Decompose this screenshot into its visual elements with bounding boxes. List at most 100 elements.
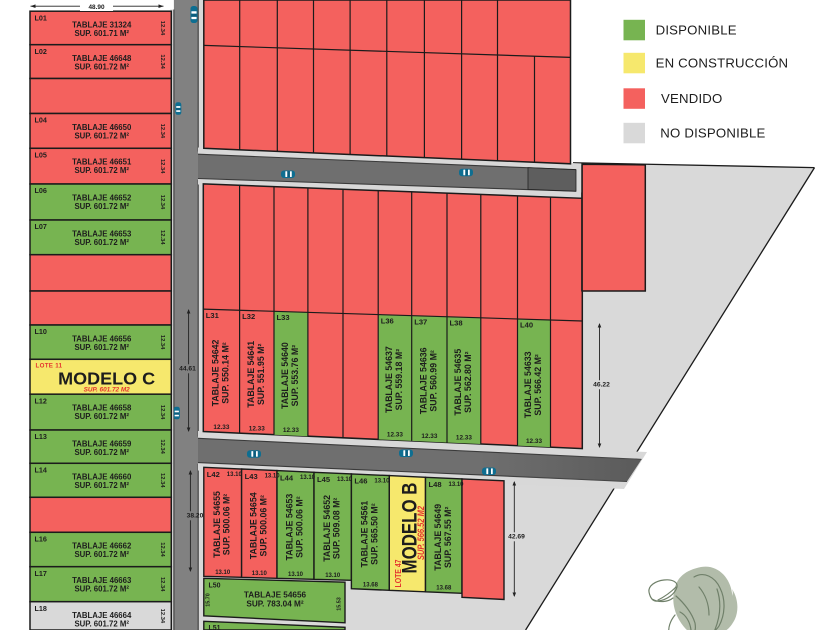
svg-text:SUP. 550.14 M²: SUP. 550.14 M² bbox=[220, 342, 230, 404]
svg-text:TABLAJE 46664: TABLAJE 46664 bbox=[72, 611, 132, 620]
svg-text:TABLAJE 54649: TABLAJE 54649 bbox=[433, 504, 443, 571]
svg-text:12.33: 12.33 bbox=[526, 438, 542, 445]
svg-text:13.10: 13.10 bbox=[337, 477, 353, 483]
svg-text:44.61: 44.61 bbox=[179, 366, 196, 373]
svg-text:TABLAJE 46659: TABLAJE 46659 bbox=[72, 439, 132, 448]
svg-text:L13: L13 bbox=[35, 432, 47, 441]
svg-text:SUP. 601.72 M²: SUP. 601.72 M² bbox=[74, 343, 129, 352]
svg-text:TABLAJE 46650: TABLAJE 46650 bbox=[72, 123, 132, 132]
svg-text:LOTE 47: LOTE 47 bbox=[393, 559, 403, 587]
svg-text:SUP. 601.72 M²: SUP. 601.72 M² bbox=[74, 131, 129, 140]
svg-text:TABLAJE 46652: TABLAJE 46652 bbox=[72, 193, 132, 202]
svg-text:12.33: 12.33 bbox=[456, 435, 472, 442]
svg-text:L07: L07 bbox=[35, 222, 47, 231]
svg-text:13.10: 13.10 bbox=[252, 571, 268, 577]
svg-text:TABLAJE 54641: TABLAJE 54641 bbox=[246, 341, 256, 408]
svg-text:SUP. 783.04 M²: SUP. 783.04 M² bbox=[246, 599, 303, 608]
svg-text:13.10: 13.10 bbox=[300, 475, 316, 481]
svg-text:13.10: 13.10 bbox=[374, 479, 390, 485]
svg-text:MODELO C: MODELO C bbox=[58, 369, 155, 389]
svg-text:SUP. 566.42 M²: SUP. 566.42 M² bbox=[533, 354, 543, 416]
svg-text:VENDIDO: VENDIDO bbox=[661, 91, 722, 106]
svg-text:12.34: 12.34 bbox=[159, 439, 165, 454]
svg-text:12.33: 12.33 bbox=[421, 433, 437, 440]
svg-text:L46: L46 bbox=[354, 477, 367, 486]
svg-text:TABLAJE 54652: TABLAJE 54652 bbox=[322, 495, 332, 562]
svg-text:L31: L31 bbox=[206, 311, 220, 320]
svg-text:TABLAJE 46656: TABLAJE 46656 bbox=[72, 334, 132, 343]
svg-text:13.10: 13.10 bbox=[265, 474, 281, 480]
svg-text:L40: L40 bbox=[520, 321, 533, 330]
svg-text:L44: L44 bbox=[280, 473, 294, 482]
svg-text:L43: L43 bbox=[245, 472, 258, 481]
svg-text:SUP. 500.06 M²: SUP. 500.06 M² bbox=[222, 494, 232, 556]
svg-text:TABLAJE 31324: TABLAJE 31324 bbox=[72, 21, 132, 30]
svg-text:12.33: 12.33 bbox=[213, 424, 229, 431]
svg-text:MODELO B: MODELO B bbox=[399, 483, 422, 574]
svg-text:TABLAJE 54656: TABLAJE 54656 bbox=[244, 591, 307, 600]
svg-text:TABLAJE 54636: TABLAJE 54636 bbox=[419, 347, 429, 414]
svg-text:12.34: 12.34 bbox=[159, 335, 165, 350]
svg-text:TABLAJE 54654: TABLAJE 54654 bbox=[249, 492, 259, 559]
svg-text:SUP. 601.72 M²: SUP. 601.72 M² bbox=[74, 166, 129, 175]
svg-text:SUP. 567.55 M²: SUP. 567.55 M² bbox=[443, 507, 453, 569]
svg-text:TABLAJE 54561: TABLAJE 54561 bbox=[360, 501, 370, 568]
svg-text:SUP. 601.72 M²: SUP. 601.72 M² bbox=[74, 550, 129, 559]
svg-text:12.34: 12.34 bbox=[159, 609, 165, 624]
svg-text:13.68: 13.68 bbox=[363, 583, 379, 589]
svg-text:SUP. 601.72 M²: SUP. 601.72 M² bbox=[74, 238, 129, 247]
svg-text:TABLAJE 54655: TABLAJE 54655 bbox=[212, 491, 222, 558]
svg-text:13.10: 13.10 bbox=[227, 472, 243, 478]
svg-text:L48: L48 bbox=[429, 480, 442, 489]
svg-text:SUP. 601.71 M²: SUP. 601.71 M² bbox=[74, 29, 129, 38]
svg-text:SUP. 601.72 M²: SUP. 601.72 M² bbox=[74, 63, 129, 72]
svg-text:L36: L36 bbox=[381, 316, 394, 325]
svg-text:EN CONSTRUCCIÓN: EN CONSTRUCCIÓN bbox=[656, 56, 789, 71]
svg-text:12.34: 12.34 bbox=[159, 54, 165, 69]
svg-text:TABLAJE 54633: TABLAJE 54633 bbox=[523, 351, 533, 418]
svg-text:SUP. 553.76 M²: SUP. 553.76 M² bbox=[290, 345, 300, 407]
svg-text:12.33: 12.33 bbox=[249, 425, 265, 432]
svg-text:LOTE 11: LOTE 11 bbox=[36, 363, 63, 370]
svg-text:12.34: 12.34 bbox=[159, 195, 165, 210]
svg-text:TABLAJE 46658: TABLAJE 46658 bbox=[72, 404, 132, 413]
svg-text:TABLAJE 46660: TABLAJE 46660 bbox=[72, 473, 132, 482]
svg-text:L45: L45 bbox=[317, 475, 331, 484]
svg-text:SUP. 500.06 M²: SUP. 500.06 M² bbox=[258, 495, 268, 557]
svg-text:TABLAJE 54637: TABLAJE 54637 bbox=[384, 346, 394, 413]
svg-text:L32: L32 bbox=[242, 312, 255, 321]
svg-text:SUP. 601.72 M²: SUP. 601.72 M² bbox=[74, 620, 129, 629]
svg-text:SUP. 551.95 M²: SUP. 551.95 M² bbox=[256, 344, 266, 406]
svg-text:12.34: 12.34 bbox=[159, 124, 165, 139]
svg-text:L42: L42 bbox=[207, 470, 220, 479]
svg-text:13.68: 13.68 bbox=[436, 586, 452, 592]
svg-text:SUP. 559.18 M²: SUP. 559.18 M² bbox=[394, 349, 404, 411]
svg-text:L14: L14 bbox=[35, 466, 47, 475]
svg-text:13.10: 13.10 bbox=[288, 572, 304, 578]
svg-text:15.70: 15.70 bbox=[206, 593, 212, 607]
svg-text:L12: L12 bbox=[35, 396, 47, 405]
svg-text:SUP. 500.06 M²: SUP. 500.06 M² bbox=[295, 496, 305, 558]
svg-text:NO DISPONIBLE: NO DISPONIBLE bbox=[660, 126, 765, 141]
svg-text:SUP. 601.72 M²: SUP. 601.72 M² bbox=[74, 202, 129, 211]
svg-text:L37: L37 bbox=[414, 317, 427, 326]
svg-text:SUP. 601.72 M²: SUP. 601.72 M² bbox=[74, 412, 129, 421]
svg-text:L18: L18 bbox=[35, 604, 47, 613]
svg-text:SUP. 601.72 M²: SUP. 601.72 M² bbox=[74, 481, 129, 490]
svg-text:13.10: 13.10 bbox=[325, 573, 341, 579]
svg-text:SUP. 566.52 M2: SUP. 566.52 M2 bbox=[416, 506, 426, 560]
svg-text:12.33: 12.33 bbox=[387, 432, 403, 439]
svg-text:13.10: 13.10 bbox=[215, 570, 231, 576]
svg-text:15.53: 15.53 bbox=[337, 597, 343, 611]
svg-text:12.34: 12.34 bbox=[159, 542, 165, 557]
svg-text:12.33: 12.33 bbox=[283, 427, 299, 434]
svg-text:L02: L02 bbox=[35, 47, 47, 56]
svg-text:TABLAJE 54640: TABLAJE 54640 bbox=[280, 342, 290, 409]
svg-text:TABLAJE 54653: TABLAJE 54653 bbox=[285, 494, 295, 561]
svg-text:L04: L04 bbox=[35, 116, 47, 125]
svg-text:L50: L50 bbox=[209, 583, 221, 590]
svg-text:SUP. 601.72 M²: SUP. 601.72 M² bbox=[74, 585, 129, 594]
svg-text:42.69: 42.69 bbox=[508, 534, 525, 541]
svg-text:TABLAJE 46651: TABLAJE 46651 bbox=[72, 158, 132, 167]
svg-text:SUP. 509.08 M²: SUP. 509.08 M² bbox=[332, 498, 342, 560]
